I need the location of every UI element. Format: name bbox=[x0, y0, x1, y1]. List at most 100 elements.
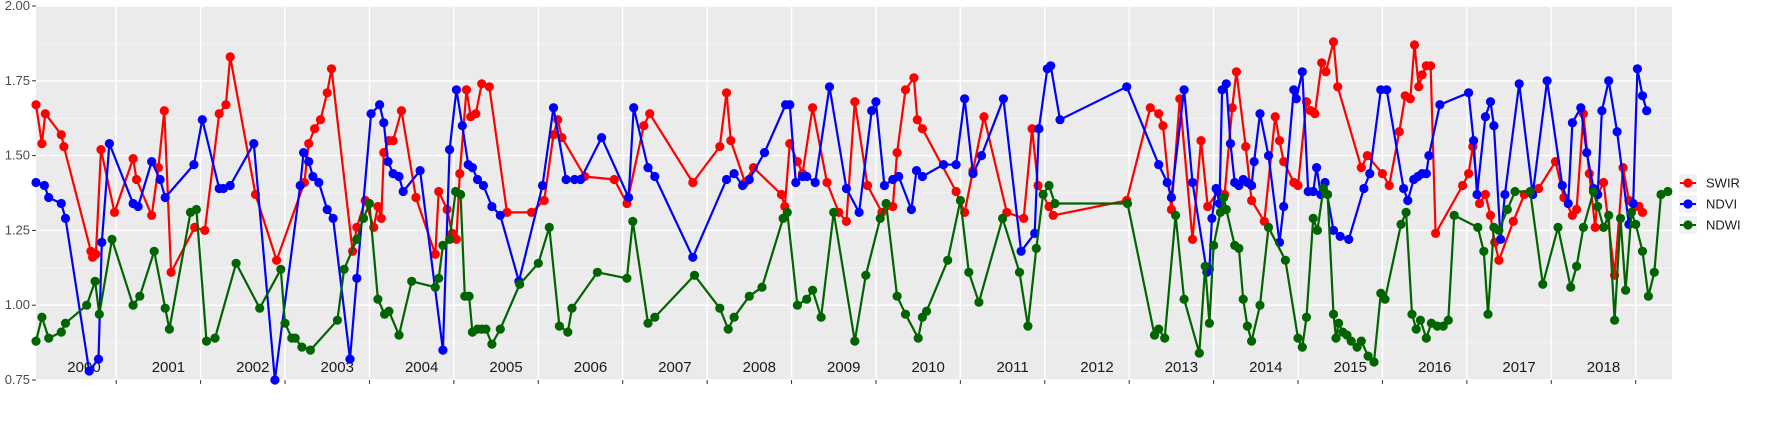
legend-key-point bbox=[1683, 199, 1693, 209]
data-point-ndvi bbox=[1632, 64, 1642, 74]
data-point-ndwi bbox=[1610, 315, 1620, 325]
data-point-ndvi bbox=[445, 145, 455, 155]
data-point-ndvi bbox=[1542, 76, 1552, 86]
data-point-ndwi bbox=[1238, 294, 1248, 304]
data-point-ndvi bbox=[394, 171, 404, 182]
data-point-ndwi bbox=[998, 213, 1008, 223]
data-point-swir bbox=[1508, 216, 1518, 226]
year-label: 2001 bbox=[152, 359, 185, 376]
data-point-ndvi bbox=[1480, 112, 1490, 122]
data-point-ndvi bbox=[1472, 189, 1482, 200]
data-point-ndwi bbox=[943, 255, 953, 265]
data-point-swir bbox=[715, 142, 725, 152]
data-point-swir bbox=[912, 115, 922, 125]
data-point-ndwi bbox=[1483, 309, 1493, 319]
y-tick-label: 2.00 bbox=[5, 0, 30, 13]
data-point-ndwi bbox=[445, 234, 455, 244]
data-point-ndvi bbox=[1500, 189, 1510, 200]
data-point-swir bbox=[1534, 183, 1544, 194]
y-tick-label: 1.25 bbox=[5, 222, 30, 237]
data-point-ndwi bbox=[1621, 285, 1631, 295]
data-point-swir bbox=[1231, 67, 1241, 77]
data-point-swir bbox=[1464, 169, 1474, 179]
data-point-ndvi bbox=[1221, 79, 1231, 89]
data-point-swir bbox=[917, 124, 928, 134]
data-point-ndvi bbox=[314, 177, 324, 188]
data-point-ndwi bbox=[37, 312, 47, 322]
data-point-ndwi bbox=[394, 330, 404, 340]
data-point-swir bbox=[434, 186, 444, 197]
data-point-ndwi bbox=[305, 345, 315, 355]
data-point-ndvi bbox=[31, 177, 41, 188]
data-point-swir bbox=[1333, 82, 1343, 92]
data-point-ndwi bbox=[1631, 219, 1641, 229]
data-point-ndwi bbox=[430, 282, 440, 292]
data-point-ndwi bbox=[563, 327, 573, 337]
data-point-ndwi bbox=[1255, 300, 1265, 310]
data-point-ndvi bbox=[548, 103, 559, 113]
data-point-ndvi bbox=[44, 192, 54, 203]
data-point-ndvi bbox=[249, 139, 259, 149]
data-point-ndwi bbox=[280, 318, 290, 328]
data-point-ndvi bbox=[1255, 109, 1265, 119]
data-point-swir bbox=[59, 142, 69, 152]
data-point-swir bbox=[430, 249, 440, 259]
data-point-ndvi bbox=[375, 100, 385, 110]
data-point-ndvi bbox=[56, 198, 66, 209]
data-point-ndwi bbox=[82, 300, 92, 310]
data-point-ndvi bbox=[1312, 163, 1322, 173]
data-point-swir bbox=[1279, 157, 1289, 167]
data-point-swir bbox=[1310, 109, 1320, 119]
data-point-ndvi bbox=[1335, 231, 1345, 241]
data-point-ndvi bbox=[1469, 136, 1479, 146]
data-point-ndwi bbox=[689, 270, 700, 280]
data-point-ndvi bbox=[155, 174, 165, 185]
data-point-swir bbox=[1572, 204, 1582, 215]
legend-item-ndvi: NDVI bbox=[1679, 195, 1737, 213]
data-point-ndvi bbox=[1055, 115, 1065, 125]
data-point-ndwi bbox=[434, 273, 444, 283]
data-point-swir bbox=[396, 106, 407, 116]
data-point-ndvi bbox=[398, 186, 408, 197]
data-point-swir bbox=[1274, 136, 1285, 146]
data-point-ndvi bbox=[133, 201, 143, 212]
data-point-swir bbox=[159, 106, 169, 116]
data-point-ndwi bbox=[1525, 186, 1535, 197]
data-point-ndvi bbox=[1291, 94, 1301, 104]
year-label: 2012 bbox=[1080, 359, 1113, 376]
data-point-swir bbox=[639, 121, 649, 131]
data-point-ndwi bbox=[210, 333, 220, 343]
data-point-ndvi bbox=[597, 133, 607, 143]
data-point-swir bbox=[1328, 37, 1339, 47]
data-point-ndwi bbox=[438, 240, 448, 250]
data-point-ndvi bbox=[457, 121, 467, 131]
data-point-ndwi bbox=[1443, 315, 1453, 325]
data-point-ndwi bbox=[1221, 204, 1231, 215]
data-point-ndvi bbox=[643, 163, 653, 173]
year-labels: 2000 2001 2002 2003 2004 2005 2006 2007 2008 2009… bbox=[67, 359, 1620, 376]
data-point-ndwi bbox=[1407, 309, 1417, 319]
data-point-ndvi bbox=[729, 169, 739, 179]
data-point-swir bbox=[1356, 163, 1366, 173]
data-point-ndwi bbox=[829, 207, 839, 217]
data-point-swir bbox=[1474, 198, 1485, 209]
data-point-swir bbox=[461, 85, 472, 95]
data-point-ndwi bbox=[1449, 210, 1459, 220]
data-point-swir bbox=[1384, 180, 1394, 191]
data-point-ndwi bbox=[255, 303, 265, 313]
data-point-ndwi bbox=[44, 333, 54, 343]
data-point-ndvi bbox=[304, 157, 314, 167]
data-point-swir bbox=[484, 82, 494, 92]
data-point-swir bbox=[1590, 222, 1600, 232]
data-point-ndvi bbox=[1263, 151, 1274, 161]
data-point-swir bbox=[1485, 210, 1496, 220]
data-point-ndvi bbox=[998, 94, 1009, 104]
data-point-ndwi bbox=[107, 234, 117, 244]
year-label: 2016 bbox=[1418, 359, 1451, 376]
data-point-ndwi bbox=[364, 198, 374, 209]
data-point-ndvi bbox=[871, 97, 881, 107]
data-point-ndvi bbox=[1179, 85, 1189, 95]
year-label: 2013 bbox=[1165, 359, 1198, 376]
data-point-swir bbox=[200, 225, 210, 235]
data-point-ndwi bbox=[352, 234, 362, 244]
